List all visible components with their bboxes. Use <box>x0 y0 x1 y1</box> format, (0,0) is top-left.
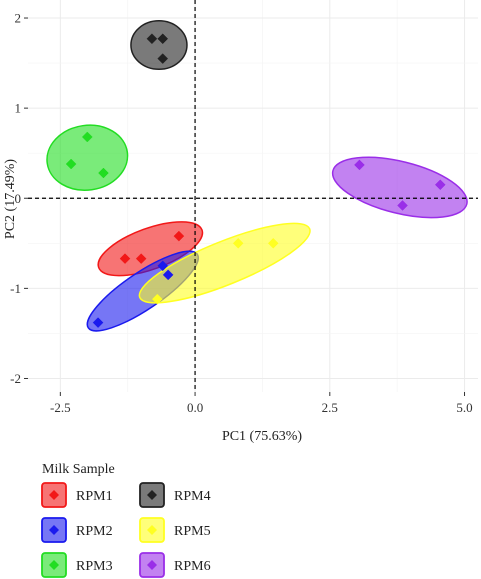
confidence-ellipses <box>46 20 468 332</box>
rpm4-ellipse <box>130 20 188 71</box>
rpm2-point <box>162 269 174 281</box>
x-tick-label: 2.5 <box>322 400 338 415</box>
rpm6-point <box>354 159 365 171</box>
reference-lines <box>28 0 478 392</box>
legend-item-rpm1: RPM1 <box>41 482 113 508</box>
y-tick-label: -2 <box>10 371 21 386</box>
legend-label-rpm6: RPM6 <box>174 559 211 574</box>
y-tick-label: 1 <box>15 101 22 116</box>
legend-marker-rpm4 <box>147 490 157 500</box>
rpm6-point <box>397 200 408 211</box>
legend-item-rpm4: RPM4 <box>139 482 211 508</box>
legend-marker-rpm3 <box>49 560 59 570</box>
rpm4-point <box>157 33 169 45</box>
rpm4-point <box>157 53 169 64</box>
rpm3-point <box>98 167 109 179</box>
rpm2-point <box>92 317 104 328</box>
x-axis-title: PC1 (75.63%) <box>222 429 302 444</box>
legend-item-rpm2: RPM2 <box>41 517 113 543</box>
legend-title: Milk Sample <box>42 462 115 477</box>
rpm3-ellipse <box>46 124 129 191</box>
legend-label-rpm1: RPM1 <box>76 489 113 504</box>
legend-label-rpm5: RPM5 <box>174 524 211 539</box>
y-tick-label: 0 <box>15 191 22 206</box>
legend-item-rpm3: RPM3 <box>41 552 113 578</box>
x-tick-label: 0.0 <box>187 400 203 415</box>
rpm1-point <box>119 253 131 264</box>
legend-item-rpm6: RPM6 <box>139 552 211 578</box>
legend: Milk Sample RPM1 RPM2 RPM3 RPM4 RPM5 RPM6 <box>41 462 211 578</box>
x-tick-label: -2.5 <box>50 400 71 415</box>
legend-marker-rpm2 <box>49 525 59 535</box>
y-tick-label: 2 <box>15 11 22 26</box>
legend-label-rpm3: RPM3 <box>76 559 113 574</box>
axes: -2.5 0.0 2.5 5.0 -2 -1 0 1 2 <box>10 11 472 415</box>
legend-marker-rpm6 <box>147 560 157 570</box>
legend-marker-rpm5 <box>147 525 157 535</box>
rpm5-point <box>151 293 163 305</box>
legend-item-rpm5: RPM5 <box>139 517 211 543</box>
rpm1-point <box>173 230 185 242</box>
rpm5-point <box>232 237 244 249</box>
rpm4-point <box>146 33 158 45</box>
data-points <box>65 33 446 328</box>
y-axis-title: PC2 (17.49%) <box>3 159 18 239</box>
rpm5-ellipse <box>138 222 311 304</box>
rpm5-point <box>267 237 279 249</box>
rpm6-ellipse <box>331 156 468 219</box>
legend-label-rpm4: RPM4 <box>174 489 211 504</box>
legend-marker-rpm1 <box>49 490 59 500</box>
y-tick-label: -1 <box>10 281 21 296</box>
rpm1-point <box>135 253 147 264</box>
legend-label-rpm2: RPM2 <box>76 524 113 539</box>
rpm3-point <box>65 158 77 170</box>
rpm2-point <box>157 260 169 272</box>
rpm3-point <box>81 131 93 143</box>
rpm6-point <box>434 179 446 191</box>
x-tick-label: 5.0 <box>456 400 472 415</box>
